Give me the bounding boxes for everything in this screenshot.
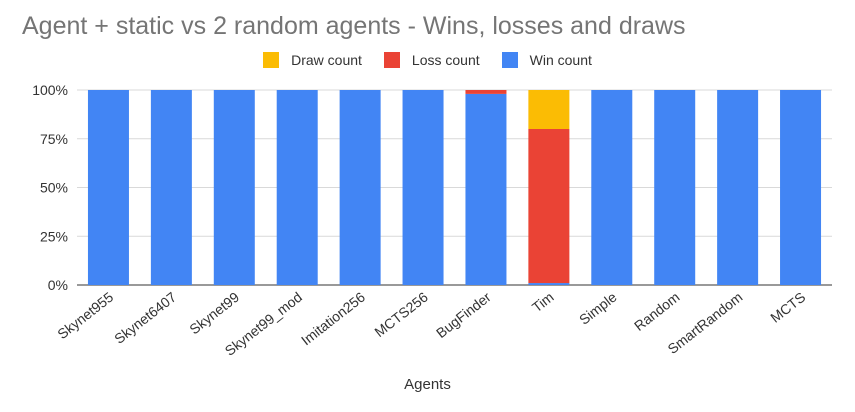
bar-win-count (276, 90, 318, 285)
gridlines (77, 89, 832, 286)
bar-win-count (780, 90, 822, 285)
bar-win-count (591, 90, 633, 285)
bar-win-count (654, 90, 696, 285)
legend-item-loss[interactable]: Loss count (383, 52, 480, 68)
chart-title: Agent + static vs 2 random agents - Wins… (22, 12, 686, 40)
x-tick-label: Imitation256 (298, 289, 368, 349)
bar-win-count (87, 90, 129, 285)
legend-swatch-draw (263, 52, 280, 68)
bar-draw-count (528, 90, 570, 129)
bar-loss-count (465, 90, 507, 94)
legend-label-win: Win count (529, 52, 592, 68)
bar-win-count (150, 90, 192, 285)
x-tick-label: Simple (576, 289, 620, 328)
bar-win-count (717, 90, 759, 285)
y-tick-label: 0% (48, 277, 68, 293)
y-tick-label: 75% (40, 131, 68, 147)
y-tick-label: 100% (32, 82, 68, 98)
y-tick-label: 25% (40, 228, 68, 244)
bar-win-count (339, 90, 381, 285)
x-tick-label: MCTS (767, 289, 808, 326)
y-tick-label: 50% (40, 180, 68, 196)
legend: Draw count Loss count Win count (0, 52, 855, 68)
legend-item-draw[interactable]: Draw count (263, 52, 362, 68)
x-tick-label: Random (631, 289, 683, 334)
legend-swatch-win (501, 52, 518, 68)
x-tick-label: Skynet6407 (111, 289, 179, 347)
x-tick-label: Skynet99 (186, 289, 242, 338)
legend-label-draw: Draw count (291, 52, 362, 68)
x-axis-label: Agents (404, 376, 451, 393)
bars (87, 90, 822, 286)
x-tick-label: BugFinder (433, 289, 494, 342)
legend-label-loss: Loss count (411, 52, 480, 68)
x-tick-label: MCTS256 (371, 289, 431, 341)
y-axis-ticks: 0% 25% 50% 75% 100% (32, 82, 68, 293)
bar-win-count (465, 93, 507, 286)
bar-win-count (213, 90, 255, 285)
x-tick-label: Skynet955 (54, 289, 116, 342)
legend-item-win[interactable]: Win count (501, 52, 592, 68)
bar-win-count (402, 90, 444, 285)
bar-loss-count (528, 129, 570, 284)
legend-swatch-loss (383, 52, 400, 68)
bar-win-count (528, 283, 570, 285)
x-tick-label: Tim (529, 289, 557, 316)
